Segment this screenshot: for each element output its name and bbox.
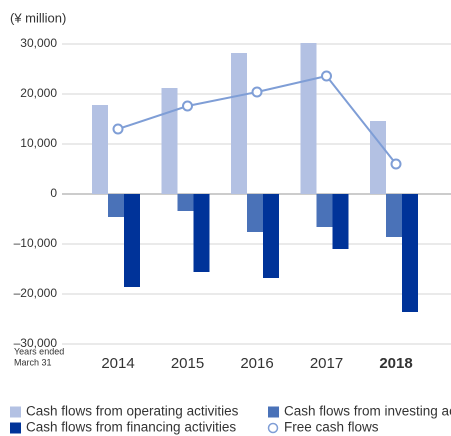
y-tick-label: 20,000 [20,86,57,100]
bar [300,43,317,194]
x-tick-label: 2017 [310,355,343,372]
legend-label: Cash flows from operating activities [26,404,239,419]
x-tick-label: 2015 [171,355,204,372]
y-axis-label: (¥ million) [10,10,66,25]
x-axis-label: March 31 [14,357,52,367]
y-tick-label: –20,000 [14,286,58,300]
bar [231,53,247,194]
bar [332,194,349,249]
bar [247,194,263,232]
point [390,158,402,170]
y-tick-label: 30,000 [20,36,57,50]
bar [108,194,124,217]
bar [316,194,333,227]
x-tick-label: 2016 [240,355,273,372]
bar [92,105,108,194]
point [112,123,124,135]
bar [193,194,210,272]
point [321,70,332,82]
y-tick-label: –10,000 [14,236,58,250]
point [182,100,193,112]
bar [124,194,140,287]
legend-marker [10,406,21,418]
bar [263,194,279,278]
legend-marker [10,422,21,434]
legend-label: Cash flows from investing activities [284,404,451,419]
legend-marker [268,406,279,418]
legend-marker [267,422,279,434]
bar [161,88,178,194]
bar [402,194,418,312]
point [251,86,263,98]
x-tick-label: 2018 [379,355,412,372]
legend-label: Free cash flows [284,420,379,435]
x-axis-label: Years ended [14,346,64,356]
y-tick-label: 0 [50,186,57,200]
x-tick-label: 2014 [101,355,134,372]
y-tick-label: –30,000 [14,336,58,350]
bar [370,121,386,194]
bar [386,194,402,237]
bar [177,194,194,211]
y-tick-label: 10,000 [20,136,57,150]
legend-label: Cash flows from financing activities [26,420,236,435]
